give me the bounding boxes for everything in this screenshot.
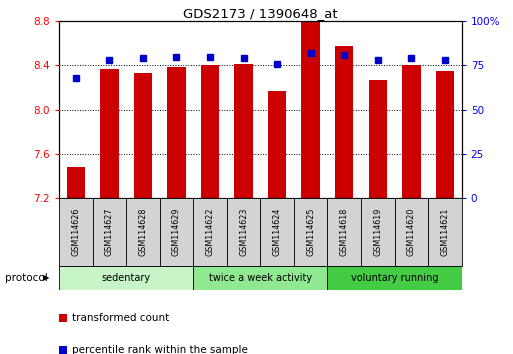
Title: GDS2173 / 1390648_at: GDS2173 / 1390648_at: [183, 7, 338, 20]
Bar: [428, 198, 462, 266]
Bar: [436, 71, 454, 198]
Text: GSM114627: GSM114627: [105, 207, 114, 256]
Text: GSM114628: GSM114628: [139, 208, 147, 256]
Text: voluntary running: voluntary running: [351, 273, 438, 283]
Text: sedentary: sedentary: [102, 273, 151, 283]
Bar: [193, 198, 227, 266]
Text: ▶: ▶: [43, 273, 49, 282]
Bar: [134, 73, 152, 198]
Text: GSM114620: GSM114620: [407, 208, 416, 256]
Bar: [59, 266, 193, 290]
Bar: [193, 266, 327, 290]
Bar: [260, 198, 294, 266]
Bar: [327, 266, 462, 290]
Bar: [327, 198, 361, 266]
Text: GSM114626: GSM114626: [71, 208, 80, 256]
Text: twice a week activity: twice a week activity: [209, 273, 312, 283]
Bar: [361, 198, 394, 266]
Text: GSM114622: GSM114622: [206, 207, 214, 256]
Bar: [92, 198, 126, 266]
Bar: [160, 198, 193, 266]
Bar: [167, 67, 186, 198]
Bar: [100, 69, 119, 198]
Bar: [67, 167, 85, 198]
Bar: [59, 198, 92, 266]
Text: GSM114618: GSM114618: [340, 208, 349, 256]
Bar: [402, 65, 421, 198]
Text: percentile rank within the sample: percentile rank within the sample: [72, 345, 248, 354]
Bar: [368, 80, 387, 198]
Text: GSM114619: GSM114619: [373, 208, 382, 256]
Bar: [394, 198, 428, 266]
Text: GSM114621: GSM114621: [441, 208, 449, 256]
Bar: [294, 198, 327, 266]
Text: transformed count: transformed count: [72, 313, 169, 323]
Text: GSM114625: GSM114625: [306, 207, 315, 256]
Bar: [268, 91, 286, 198]
Bar: [126, 198, 160, 266]
Text: GSM114629: GSM114629: [172, 207, 181, 256]
Text: GSM114623: GSM114623: [239, 208, 248, 256]
Bar: [302, 21, 320, 198]
Bar: [234, 64, 253, 198]
Text: GSM114624: GSM114624: [272, 208, 282, 256]
Bar: [201, 65, 219, 198]
Bar: [227, 198, 260, 266]
Bar: [335, 46, 353, 198]
Text: protocol: protocol: [5, 273, 48, 283]
